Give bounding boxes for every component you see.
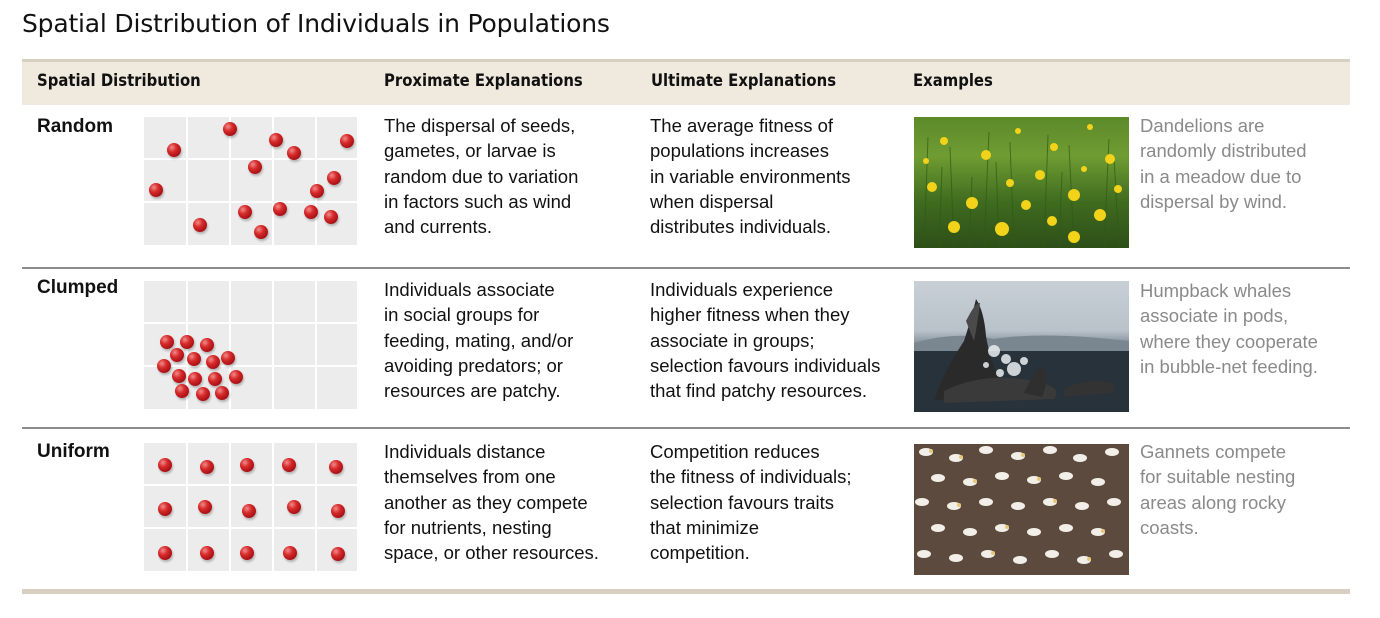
individual-dot (167, 143, 181, 157)
individual-dot (160, 335, 174, 349)
individual-dot (287, 146, 301, 160)
clumped-example-caption: Humpback whales associate in pods, where t… (1140, 280, 1318, 377)
individual-dot (340, 134, 354, 148)
clumped-distribution-diagram (144, 281, 357, 409)
individual-dot (327, 171, 341, 185)
individual-dot (223, 122, 237, 136)
individual-dot (324, 210, 338, 224)
uniform-example-caption: Gannets compete for suitable nesting areas… (1140, 441, 1296, 538)
dandelion-meadow-photo (914, 117, 1129, 248)
individual-dot (238, 205, 252, 219)
individual-dot (310, 184, 324, 198)
individual-dot (240, 546, 254, 560)
individual-dot (175, 384, 189, 398)
row-label-clumped: Clumped (37, 277, 119, 298)
individual-dot (282, 458, 296, 472)
uniform-ultimate-text: Competition reduces the fitness of indivi… (650, 441, 852, 564)
individual-dot (172, 369, 186, 383)
individual-dot (304, 205, 318, 219)
individual-dot (198, 500, 212, 514)
individual-dot (331, 504, 345, 518)
individual-dot (221, 351, 235, 365)
row-divider (22, 427, 1350, 429)
individual-dot (215, 386, 229, 400)
row-divider (22, 267, 1350, 269)
row-label-uniform: Uniform (37, 441, 110, 462)
individual-dot (283, 546, 297, 560)
individual-dot (149, 183, 163, 197)
row-label-random: Random (37, 116, 113, 137)
individual-dot (208, 372, 222, 386)
individual-dot (242, 504, 256, 518)
individual-dot (200, 546, 214, 560)
page-title: Spatial Distribution of Individuals in P… (22, 9, 610, 38)
individual-dot (229, 370, 243, 384)
individual-dot (158, 546, 172, 560)
individual-dot (200, 338, 214, 352)
individual-dot (158, 502, 172, 516)
individual-dot (287, 500, 301, 514)
individual-dot (329, 460, 343, 474)
individual-dot (248, 160, 262, 174)
random-proximate-text: The dispersal of seeds, gametes, or larva… (384, 115, 579, 238)
header-spatial-distribution: Spatial Distribution (37, 71, 201, 90)
gannet-colony-illustration (914, 444, 1129, 575)
header-proximate-explanations: Proximate Explanations (384, 71, 583, 90)
individual-dot (269, 133, 283, 147)
individual-dot (206, 355, 220, 369)
header-ultimate-explanations: Ultimate Explanations (651, 71, 837, 90)
individual-dot (187, 352, 201, 366)
individual-dot (188, 372, 202, 386)
clumped-proximate-text: Individuals associate in social groups fo… (384, 279, 574, 402)
individual-dot (157, 359, 171, 373)
clumped-ultimate-text: Individuals experience higher fitness whe… (650, 279, 881, 402)
individual-dot (196, 387, 210, 401)
individual-dot (158, 458, 172, 472)
individual-dot (240, 458, 254, 472)
individual-dot (180, 335, 194, 349)
table-header (22, 59, 1350, 105)
uniform-distribution-diagram (144, 443, 357, 571)
gannet-colony-photo (914, 444, 1129, 575)
header-examples: Examples (913, 71, 993, 90)
individual-dot (170, 348, 184, 362)
humpback-whales-illustration (914, 299, 1129, 412)
dandelion-meadow-illustration (923, 124, 1122, 248)
humpback-whales-photo (914, 281, 1129, 412)
individual-dot (193, 218, 207, 232)
table-bottom-rule (22, 589, 1350, 594)
random-example-caption: Dandelions are randomly distributed in a m… (1140, 115, 1307, 212)
random-distribution-diagram (144, 117, 357, 245)
individual-dot (331, 547, 345, 561)
individual-dot (273, 202, 287, 216)
uniform-proximate-text: Individuals distance themselves from one a… (384, 441, 599, 564)
individual-dot (254, 225, 268, 239)
individual-dot (200, 460, 214, 474)
random-ultimate-text: The average fitness of populations increa… (650, 115, 851, 238)
